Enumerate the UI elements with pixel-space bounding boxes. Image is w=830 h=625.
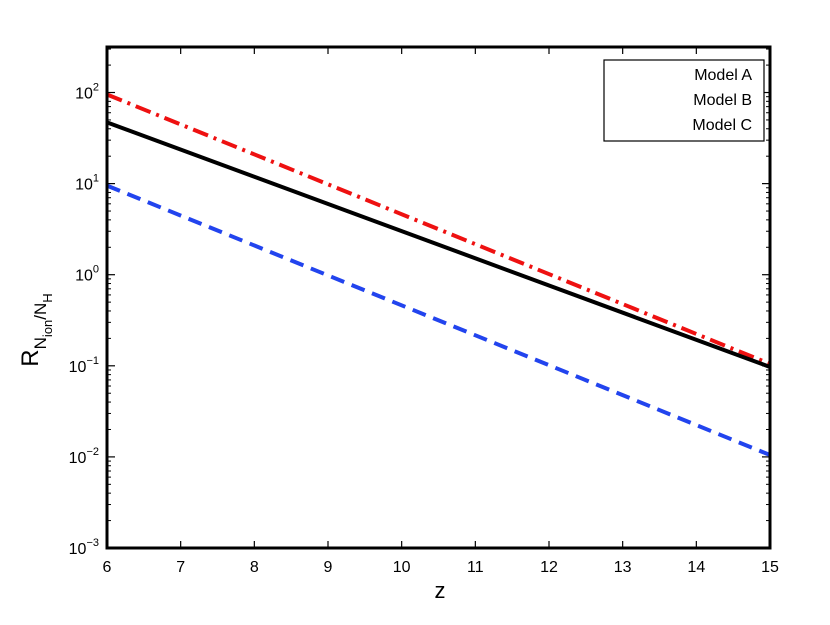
- x-tick-label: 7: [176, 559, 185, 576]
- y-axis-title-base: R: [17, 349, 44, 366]
- x-tick-label: 15: [761, 559, 779, 576]
- y-axis-title: RNion/NH: [17, 293, 55, 366]
- x-tick-label: 6: [103, 559, 112, 576]
- legend-entry-model-c: Model C: [692, 117, 752, 134]
- y-tick-label-exponent: −1: [86, 355, 99, 367]
- y-tick-label-base: 10: [75, 86, 93, 103]
- x-axis-title: z: [435, 578, 446, 603]
- y-tick-label-exponent: −2: [86, 446, 99, 458]
- x-tick-label: 9: [324, 559, 333, 576]
- svg-text:RNion/NH: RNion/NH: [17, 293, 55, 366]
- y-tick-label: 10−1: [69, 355, 99, 376]
- y-tick-label: 100: [75, 264, 99, 285]
- y-tick-label-exponent: 2: [93, 82, 99, 94]
- x-tick-label: 11: [467, 559, 484, 576]
- y-tick-label-exponent: 1: [93, 173, 99, 185]
- y-tick-label-exponent: 0: [93, 264, 99, 276]
- legend-box: [603, 59, 765, 142]
- y-axis-title-slash: /N: [31, 303, 50, 320]
- y-tick-label: 102: [75, 82, 99, 103]
- y-tick-label-base: 10: [69, 450, 87, 467]
- x-tick-label: 14: [687, 559, 705, 576]
- y-tick-label: 10−3: [69, 537, 99, 558]
- series-line-model-a: [106, 92, 771, 366]
- x-tick-label: 12: [540, 559, 558, 576]
- y-tick-label-exponent: −3: [86, 537, 99, 549]
- series-line-model-b: [106, 183, 771, 457]
- y-axis-title-sub1-sub: ion: [40, 320, 55, 337]
- y-tick-label-base: 10: [69, 541, 87, 558]
- series-line-model-c: [106, 120, 771, 369]
- x-tick-label: 8: [250, 559, 259, 576]
- series-layer: [106, 92, 771, 457]
- y-tick-label-base: 10: [75, 268, 93, 285]
- y-tick-label-base: 10: [75, 177, 93, 194]
- y-tick-label-base: 10: [69, 359, 87, 376]
- legend-entry-model-a: Model A: [694, 67, 752, 84]
- x-tick-label: 10: [393, 559, 411, 576]
- y-axis-title-sub1: N: [31, 337, 50, 349]
- legend-entry-model-b: Model B: [693, 92, 752, 109]
- x-tick-label: 13: [614, 559, 632, 576]
- plot-frame: [105, 45, 772, 550]
- y-tick-label: 10−2: [69, 446, 99, 467]
- y-axis-title-sub2-sub: H: [40, 293, 55, 302]
- legend: Model A Model B Model C: [603, 59, 765, 142]
- y-tick-label: 101: [75, 173, 99, 194]
